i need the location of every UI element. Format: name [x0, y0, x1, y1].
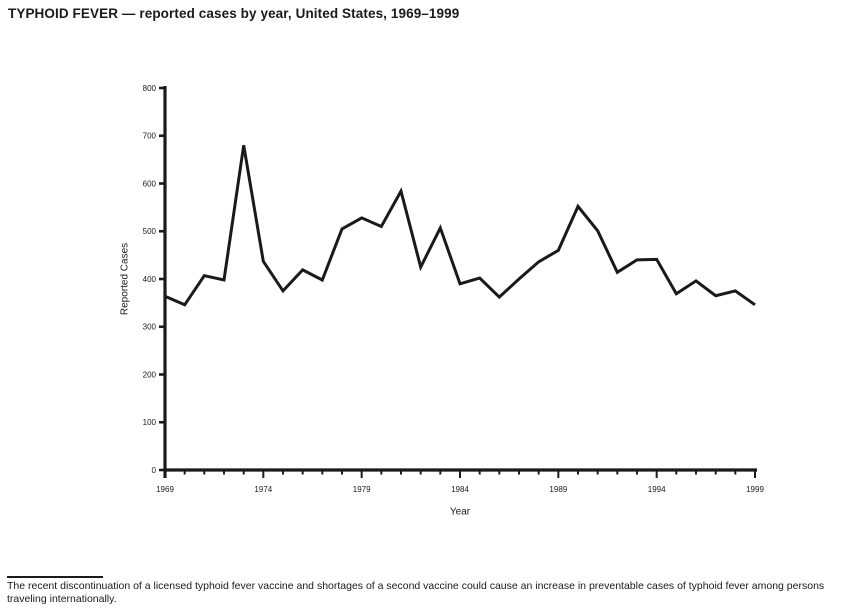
- x-tick-label: 1979: [353, 485, 371, 494]
- y-tick-label: 700: [143, 132, 157, 141]
- page-title: TYPHOID FEVER — reported cases by year, …: [8, 6, 460, 21]
- y-tick-label: 500: [143, 227, 157, 236]
- y-tick-label: 100: [143, 418, 157, 427]
- y-tick-label: 200: [143, 370, 157, 379]
- x-axis-label: Year: [449, 506, 471, 518]
- y-tick-label: 0: [152, 466, 157, 475]
- x-tick-label: 1999: [746, 485, 764, 494]
- reported-cases-series-line: [164, 145, 756, 307]
- y-tick-label: 600: [143, 179, 157, 188]
- x-tick-label: 1984: [451, 485, 469, 494]
- y-tick-label: 400: [143, 275, 157, 284]
- x-tick-label: 1969: [156, 485, 174, 494]
- y-tick-label: 300: [143, 323, 157, 332]
- y-axis-label: Reported Cases: [119, 242, 131, 316]
- y-tick-label: 800: [143, 84, 157, 93]
- chart-canvas: 0 100 200 300 400 500 600 700 800 1969 1974 1979 198…: [143, 84, 765, 494]
- x-tick-label: 1994: [648, 485, 666, 494]
- footnote-rule: [7, 576, 103, 578]
- footnote-text: The recent discontinuation of a licensed…: [7, 580, 825, 606]
- x-tick-label: 1989: [549, 485, 567, 494]
- x-tick-label: 1974: [254, 485, 272, 494]
